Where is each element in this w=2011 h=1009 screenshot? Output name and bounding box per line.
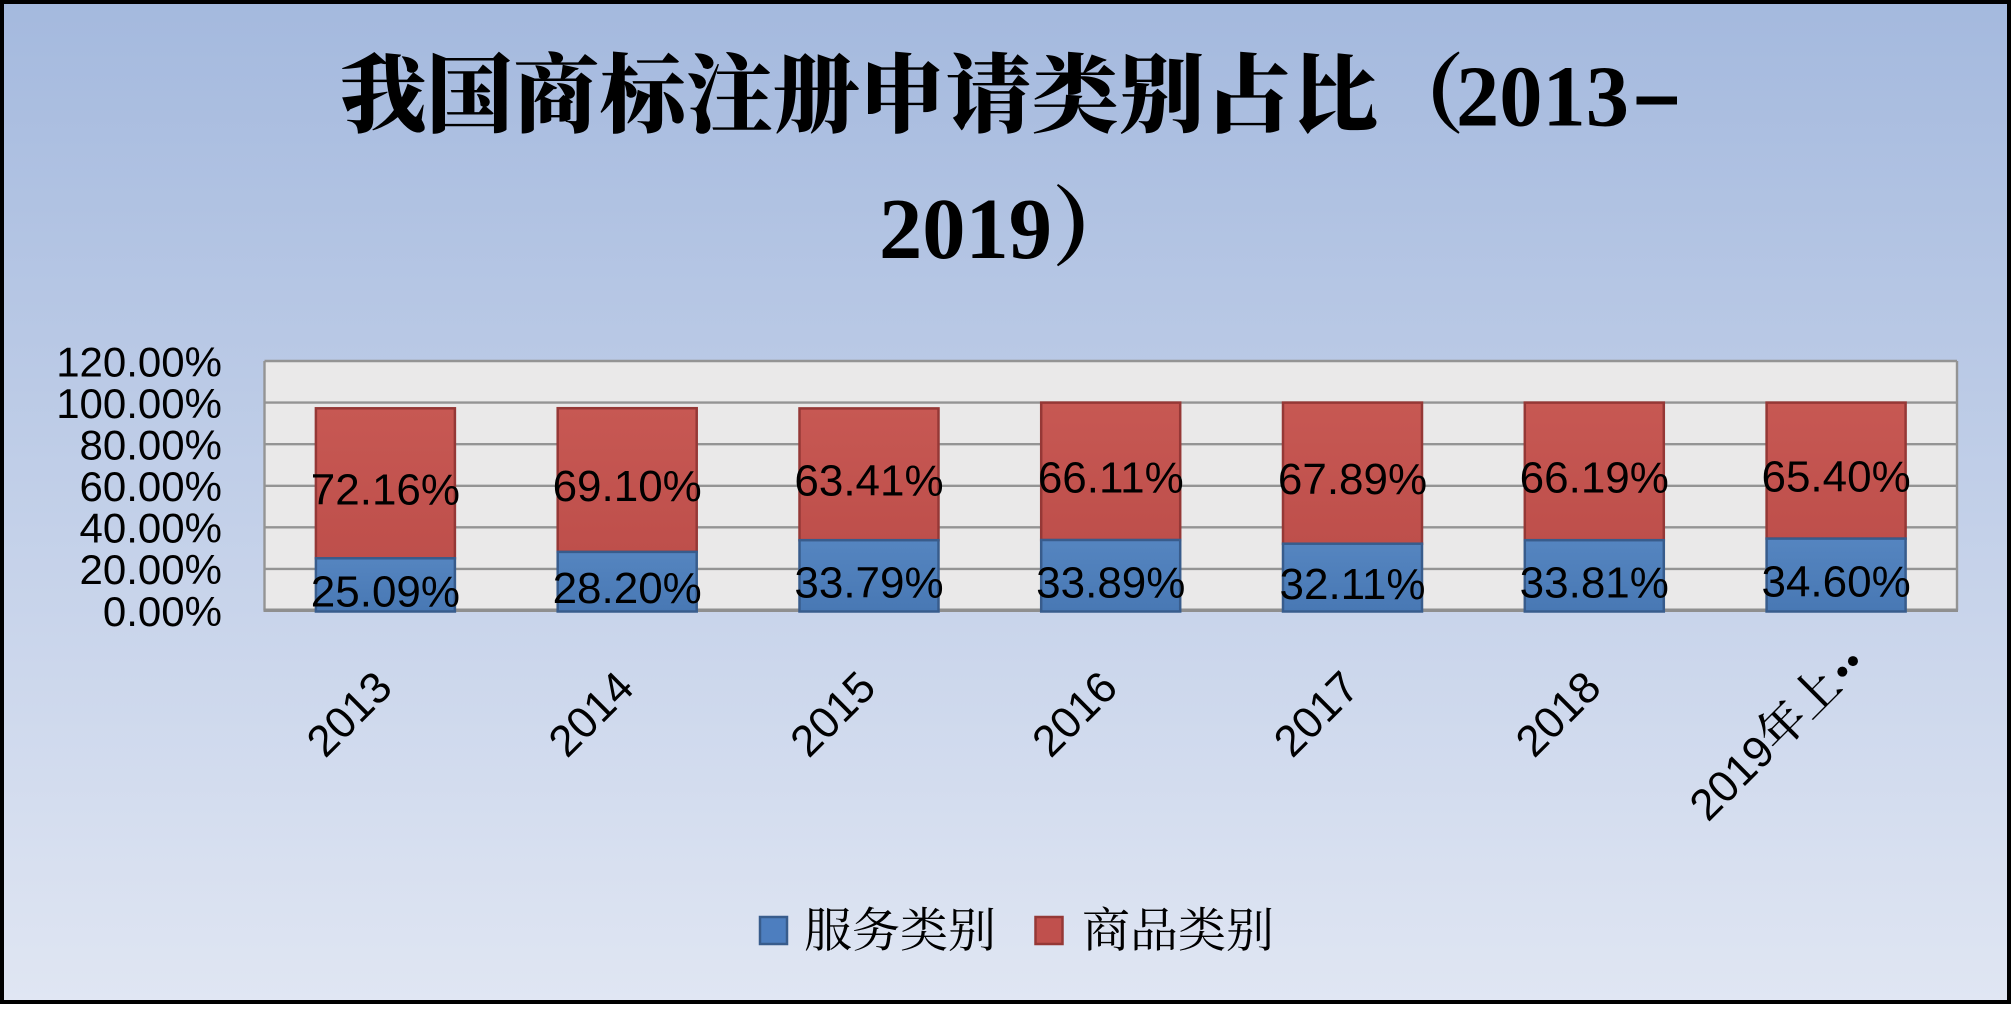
svg-text:80.00%: 80.00% — [80, 422, 222, 469]
svg-text:65.40%: 65.40% — [1761, 453, 1910, 502]
svg-text:66.19%: 66.19% — [1520, 453, 1669, 502]
svg-text:33.89%: 33.89% — [1036, 558, 1185, 607]
svg-text:60.00%: 60.00% — [80, 463, 222, 510]
svg-text:72.16%: 72.16% — [311, 465, 460, 514]
svg-text:33.79%: 33.79% — [794, 558, 943, 607]
svg-text:20.00%: 20.00% — [80, 546, 222, 593]
svg-text:66.11%: 66.11% — [1038, 453, 1184, 502]
svg-text:32.11%: 32.11% — [1280, 560, 1426, 609]
svg-text:63.41%: 63.41% — [794, 456, 943, 505]
svg-text:28.20%: 28.20% — [553, 564, 702, 613]
svg-text:40.00%: 40.00% — [80, 505, 222, 552]
svg-text:69.10%: 69.10% — [553, 462, 702, 511]
svg-text:2013: 2013 — [1456, 49, 1629, 145]
svg-text:0.00%: 0.00% — [103, 588, 222, 635]
svg-text:2019: 2019 — [879, 181, 1052, 277]
svg-text:100.00%: 100.00% — [56, 380, 222, 427]
svg-text:25.09%: 25.09% — [311, 567, 460, 616]
svg-text:34.60%: 34.60% — [1761, 558, 1910, 607]
svg-text:120.00%: 120.00% — [56, 338, 222, 385]
svg-text:67.89%: 67.89% — [1278, 455, 1427, 504]
svg-text:33.81%: 33.81% — [1520, 558, 1669, 607]
